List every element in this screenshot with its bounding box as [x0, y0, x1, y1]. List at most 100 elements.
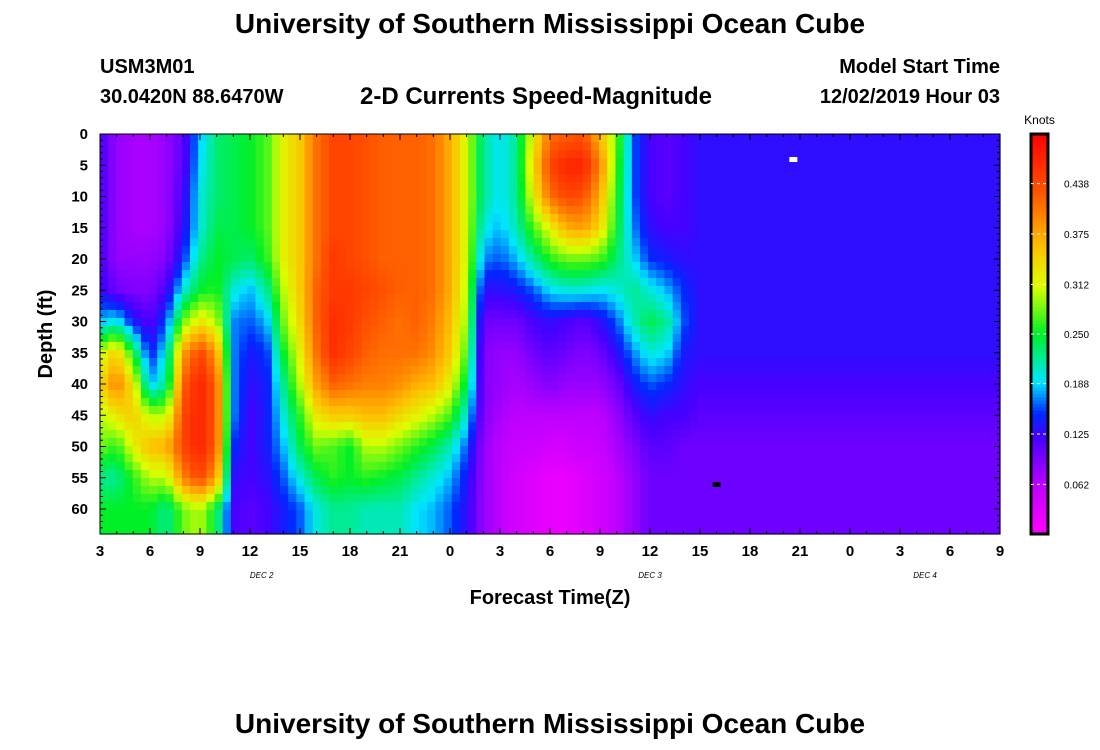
heatmap-cell	[656, 262, 666, 271]
heatmap-cell	[705, 334, 715, 343]
heatmap-cell	[820, 246, 829, 255]
heatmap-cell	[140, 478, 150, 487]
heatmap-cell	[730, 206, 739, 215]
heatmap-cell	[443, 174, 453, 183]
heatmap-cell	[607, 486, 617, 495]
heatmap-cell	[214, 246, 224, 255]
heatmap-cell	[288, 182, 297, 191]
heatmap-cell	[844, 270, 854, 279]
heatmap-cell	[353, 278, 363, 287]
heatmap-cell	[860, 374, 870, 383]
heatmap-cell	[296, 326, 306, 335]
heatmap-cell	[214, 494, 224, 503]
heatmap-cell	[255, 270, 265, 279]
heatmap-cell	[271, 174, 281, 183]
heatmap-cell	[280, 150, 289, 159]
heatmap-cell	[656, 430, 666, 439]
heatmap-cell	[263, 358, 273, 367]
heatmap-cell	[558, 286, 567, 295]
heatmap-cell	[124, 262, 134, 271]
heatmap-cell	[721, 206, 731, 215]
heatmap-cell	[419, 446, 428, 455]
heatmap-cell	[386, 238, 396, 247]
heatmap-cell	[910, 262, 919, 271]
heatmap-cell	[795, 190, 805, 199]
heatmap-cell	[370, 382, 379, 391]
heatmap-cell	[468, 222, 477, 231]
heatmap-cell	[811, 214, 821, 223]
heatmap-cell	[304, 486, 314, 495]
heatmap-cell	[124, 310, 134, 319]
heatmap-cell	[116, 302, 126, 311]
heatmap-cell	[165, 366, 175, 375]
heatmap-cell	[730, 430, 739, 439]
heatmap-cell	[787, 406, 797, 415]
heatmap-cell	[656, 206, 666, 215]
heatmap-cell	[280, 182, 289, 191]
heatmap-cell	[198, 134, 207, 143]
heatmap-cell	[852, 206, 862, 215]
heatmap-cell	[713, 406, 723, 415]
heatmap-cell	[329, 214, 338, 223]
heatmap-cell	[541, 286, 551, 295]
heatmap-cell	[623, 438, 633, 447]
heatmap-cell	[280, 310, 289, 319]
heatmap-cell	[239, 222, 248, 231]
heatmap-cell	[427, 286, 437, 295]
heatmap-cell	[664, 254, 674, 263]
heatmap-cell	[181, 302, 191, 311]
heatmap-cell	[451, 406, 461, 415]
heatmap-cell	[198, 222, 207, 231]
heatmap-cell	[582, 502, 592, 511]
heatmap-cell	[590, 454, 600, 463]
heatmap-cell	[157, 374, 167, 383]
heatmap-cell	[730, 254, 739, 263]
heatmap-cell	[860, 286, 870, 295]
heatmap-cell	[623, 446, 633, 455]
heatmap-cell	[108, 486, 117, 495]
heatmap-cell	[386, 454, 396, 463]
heatmap-cell	[517, 406, 527, 415]
heatmap-cell	[255, 198, 265, 207]
heatmap-cell	[697, 262, 707, 271]
heatmap-cell	[410, 398, 420, 407]
heatmap-cell	[304, 134, 314, 143]
heatmap-cell	[517, 350, 527, 359]
heatmap-cell	[770, 318, 780, 327]
heatmap-cell	[582, 382, 592, 391]
heatmap-cell	[566, 366, 576, 375]
heatmap-cell	[361, 430, 371, 439]
heatmap-cell	[770, 222, 780, 231]
heatmap-cell	[394, 454, 404, 463]
heatmap-cell	[623, 238, 633, 247]
heatmap-cell	[214, 198, 224, 207]
heatmap-cell	[615, 318, 625, 327]
heatmap-cell	[124, 366, 134, 375]
heatmap-cell	[468, 270, 477, 279]
heatmap-cell	[484, 270, 494, 279]
heatmap-cell	[770, 342, 780, 351]
heatmap-cell	[132, 382, 142, 391]
heatmap-cell	[795, 150, 805, 159]
heatmap-cell	[337, 150, 347, 159]
heatmap-cell	[910, 134, 919, 143]
heatmap-cell	[762, 438, 772, 447]
heatmap-cell	[116, 446, 126, 455]
heatmap-cell	[280, 302, 289, 311]
heatmap-cell	[247, 334, 257, 343]
heatmap-cell	[419, 270, 428, 279]
heatmap-cell	[615, 174, 625, 183]
heatmap-cell	[500, 382, 510, 391]
heatmap-cell	[378, 166, 387, 175]
heatmap-cell	[140, 406, 150, 415]
heatmap-cell	[901, 502, 911, 511]
heatmap-cell	[386, 294, 396, 303]
heatmap-cell	[607, 390, 617, 399]
heatmap-cell	[255, 246, 265, 255]
heatmap-cell	[730, 278, 739, 287]
heatmap-cell	[738, 390, 747, 399]
heatmap-cell	[901, 390, 911, 399]
heatmap-cell	[730, 486, 739, 495]
heatmap-cell	[271, 310, 281, 319]
heatmap-cell	[296, 150, 306, 159]
